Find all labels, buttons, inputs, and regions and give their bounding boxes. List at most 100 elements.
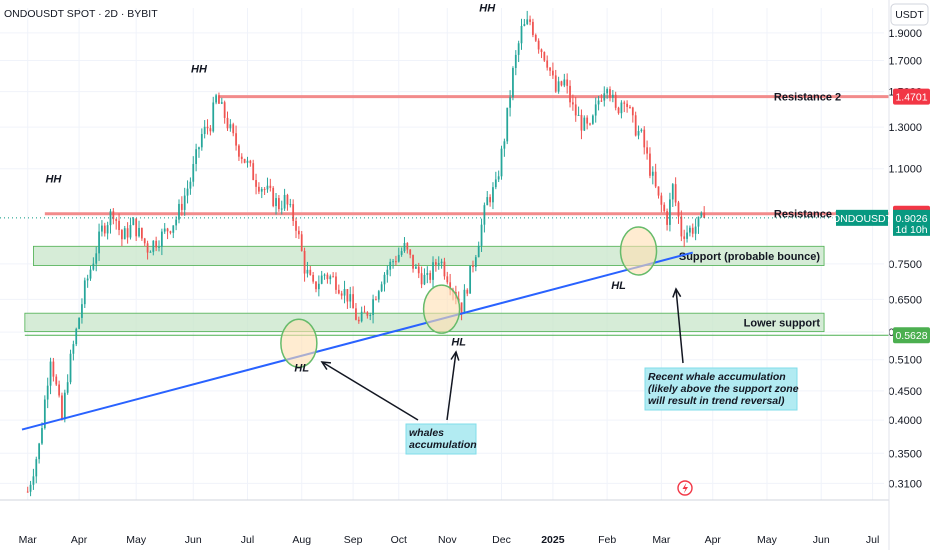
candle-body (160, 231, 163, 247)
arrow-line (675, 288, 684, 364)
pivot-label: HH (479, 3, 496, 15)
y-tick-label: 1.9000 (888, 28, 922, 40)
candle-body (215, 95, 217, 103)
candle-body (223, 102, 226, 118)
candle-body (440, 261, 443, 264)
candle-body (260, 189, 263, 192)
candle-body (654, 171, 657, 187)
candle-body (143, 238, 146, 244)
candle-body (149, 251, 152, 253)
candle-body (626, 103, 628, 107)
candle-body (306, 269, 309, 274)
candle-body (486, 197, 489, 206)
candle-body (83, 280, 86, 305)
candle-body (329, 276, 332, 280)
candle-body (569, 85, 571, 103)
candle-body (220, 102, 223, 104)
symbol-badge-text: ONDOUSDT (832, 213, 893, 225)
zone-label: Support (probable bounce) (679, 251, 820, 263)
candle-body (591, 115, 594, 124)
candle-body (292, 204, 295, 221)
candles (0, 10, 889, 497)
candle-body (163, 228, 166, 232)
candle-body (651, 171, 654, 176)
candle-body (41, 428, 43, 444)
candle-body (158, 246, 160, 248)
candle-body (121, 230, 123, 240)
candle-body (517, 43, 520, 55)
candle-body (43, 399, 46, 429)
x-tick-label: Oct (391, 534, 407, 546)
candle-body (317, 283, 320, 290)
candle-body (192, 163, 195, 182)
uptrend-line (21, 251, 694, 431)
candle-body (195, 149, 197, 164)
candle-body (206, 126, 209, 129)
candle-body (29, 484, 32, 492)
candle-body (140, 227, 143, 239)
currency-label: USDT (895, 9, 924, 21)
candle-body (503, 141, 506, 149)
candle-body (380, 284, 383, 292)
candle-body (617, 107, 620, 114)
support-price-badge-text: 0.5628 (895, 330, 927, 342)
candle-body (689, 227, 691, 233)
candle-body (437, 263, 440, 265)
candle-body (323, 274, 326, 276)
x-tick-label: Apr (705, 534, 722, 546)
candle-body (266, 185, 269, 190)
candle-body (78, 317, 80, 329)
candle-body (674, 184, 677, 203)
candle-body (666, 211, 668, 225)
candle-body (532, 21, 534, 35)
candle-body (52, 361, 55, 377)
accumulation-circle (280, 318, 318, 368)
lightning-icon[interactable] (677, 480, 693, 496)
candle-body (255, 180, 257, 187)
candle-body (494, 179, 497, 188)
candle-body (286, 194, 289, 205)
candle-body (620, 102, 623, 114)
candle-body (63, 392, 66, 420)
candle-body (278, 198, 280, 210)
chart-symbol-title: ONDOUSDT SPOT · 2D · BYBIT (4, 8, 158, 20)
arrow-head (450, 350, 460, 361)
candle-body (383, 274, 386, 285)
arrow-head (320, 361, 332, 370)
candle-body (640, 129, 643, 132)
candle-body (434, 262, 437, 265)
candle-body (183, 195, 186, 210)
candle-body (135, 218, 138, 237)
candle-body (477, 245, 480, 258)
candle-body (600, 100, 603, 102)
x-tick-label: Jul (866, 534, 879, 546)
x-tick-label: Jun (185, 534, 202, 546)
zone-label: Lower support (744, 317, 821, 329)
candle-body (200, 133, 203, 148)
symbol-badge (836, 209, 888, 226)
candle-body (126, 228, 129, 238)
candle-body (680, 216, 683, 237)
candle-body (586, 117, 589, 124)
currency-button[interactable]: USDT (890, 3, 929, 26)
pivot-label: HL (294, 363, 309, 375)
candle-body (332, 276, 335, 278)
candle-body (389, 261, 392, 270)
arrow-line (321, 361, 419, 421)
candle-body (415, 266, 417, 269)
candle-body (258, 186, 260, 192)
y-tick-label: 0.4000 (888, 415, 922, 427)
candle-body (534, 34, 537, 41)
resistance-label: Resistance 2 (774, 92, 841, 104)
candle-body (577, 114, 580, 116)
accumulation-circle (619, 226, 658, 276)
candle-body (466, 289, 469, 294)
trendline[interactable] (21, 251, 694, 431)
candle-body (360, 311, 363, 322)
pivot-label: HH (191, 63, 208, 75)
candle-body (543, 52, 546, 61)
candle-body (443, 261, 446, 277)
